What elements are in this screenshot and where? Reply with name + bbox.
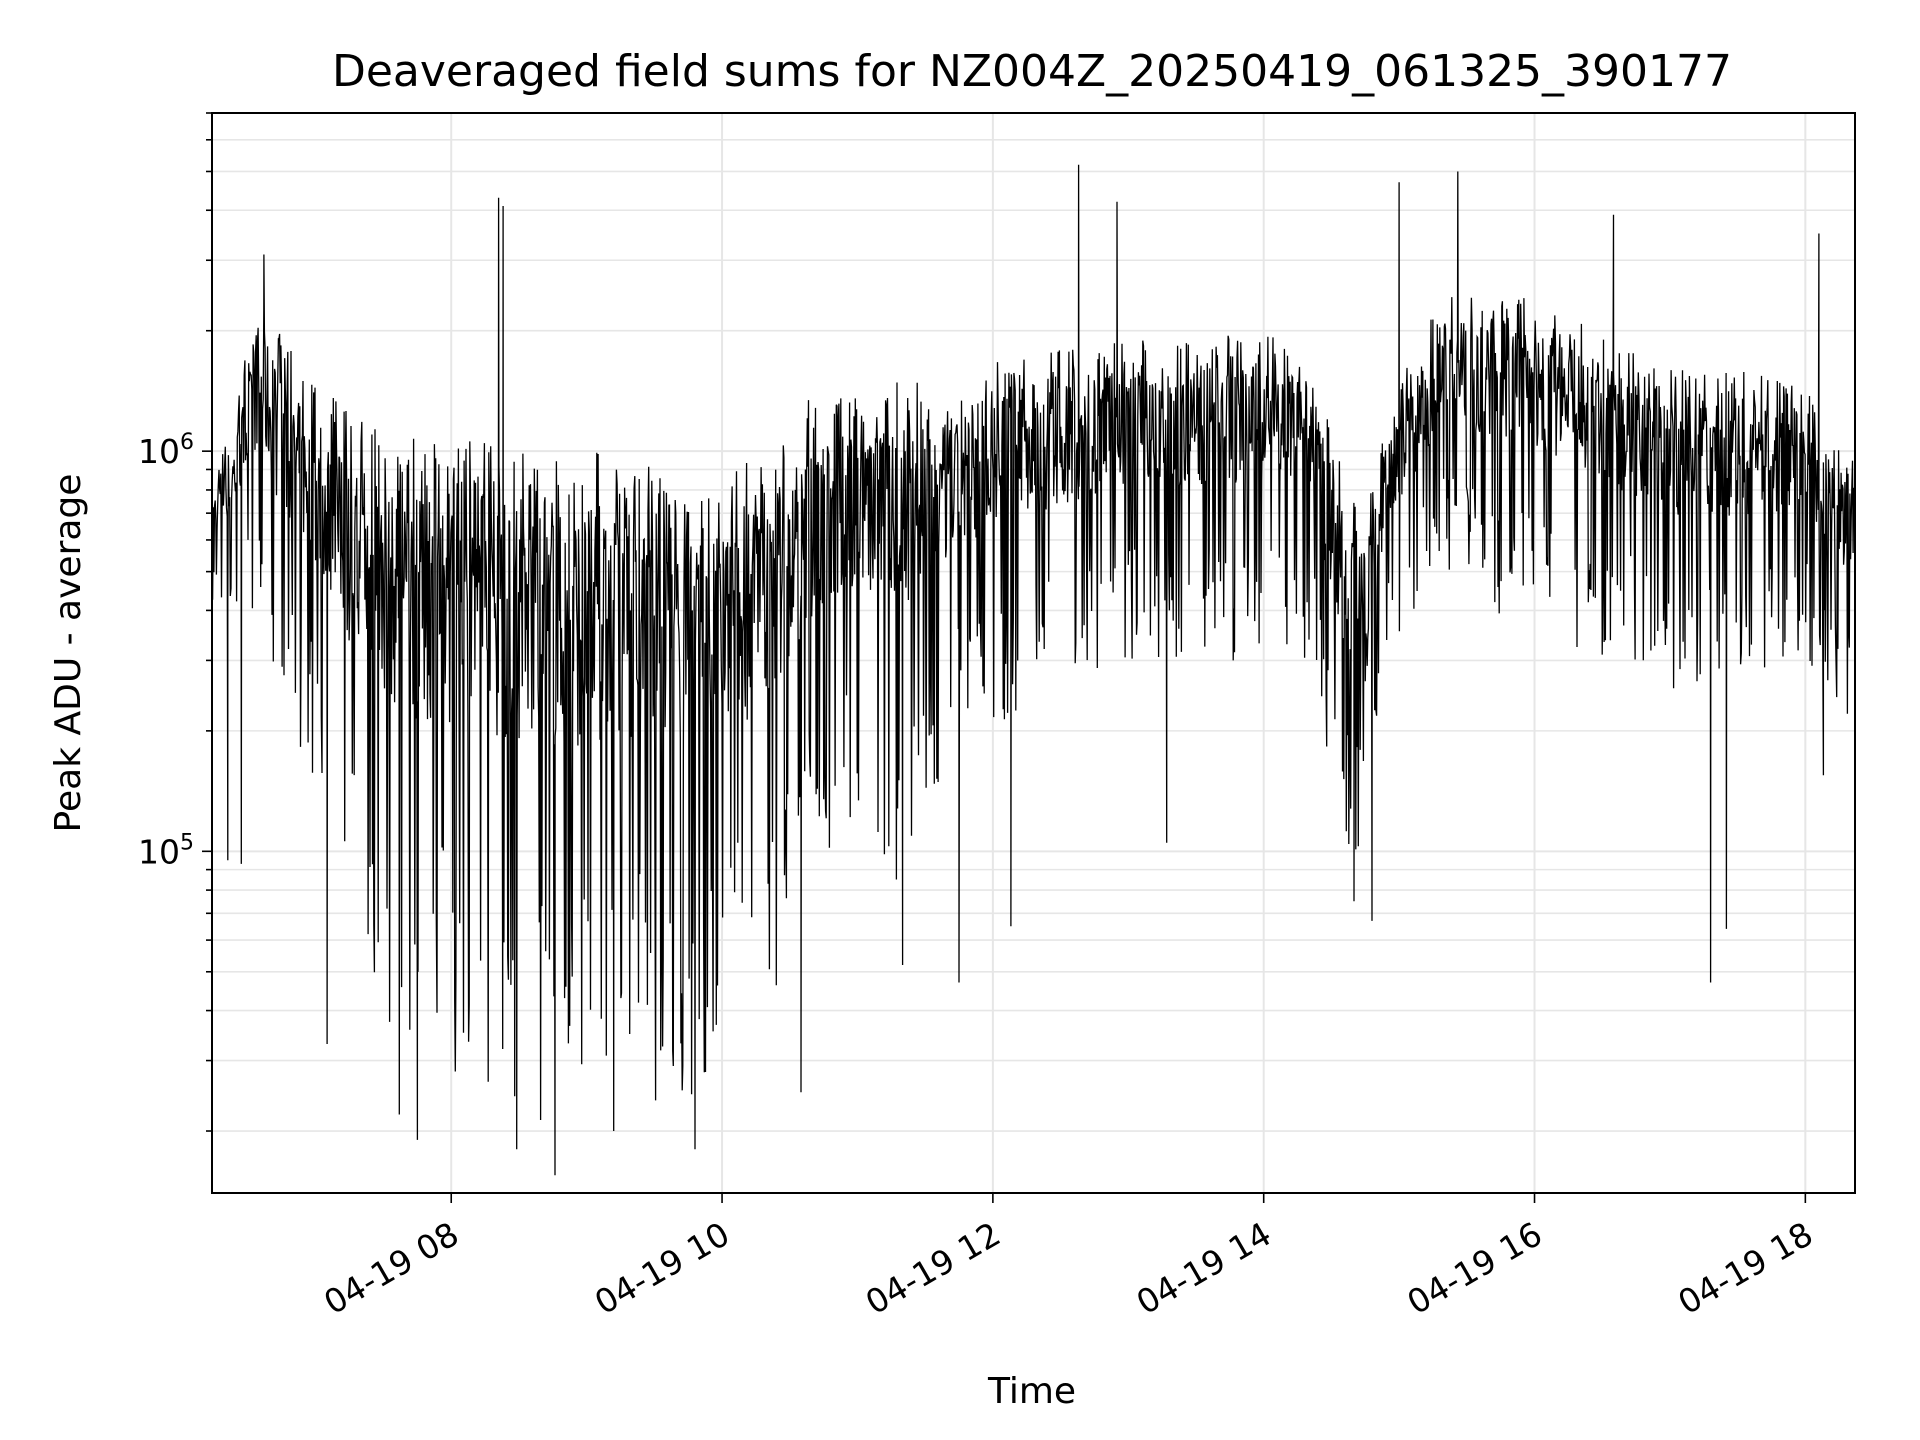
y-tick-label: 106	[138, 430, 194, 471]
series-line	[212, 164, 1855, 1176]
y-tick-label: 105	[138, 830, 194, 871]
y-axis-label: Peak ADU - average	[48, 474, 89, 833]
chart-title: Deaveraged field sums for NZ004Z_2025041…	[332, 46, 1732, 97]
x-axis-label: Time	[987, 1371, 1076, 1412]
y-axis: 105 106	[138, 112, 212, 1132]
plot-area	[212, 164, 1855, 1176]
plot-frame	[211, 112, 1856, 1194]
grid	[212, 112, 1855, 1193]
